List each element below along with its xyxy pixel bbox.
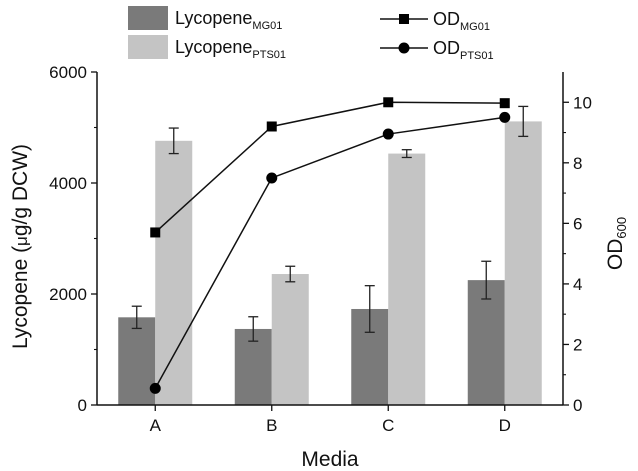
y2-tick-label: 0 (573, 396, 582, 415)
legend-label-od-pts01: ODPTS01 (433, 38, 494, 62)
legend-label-od-mg01: ODMG01 (433, 9, 490, 33)
y2-tick-label: 10 (573, 93, 592, 112)
point-mg01-d (499, 98, 510, 109)
point-pts01-b (266, 172, 278, 184)
bar-layer (118, 121, 542, 406)
y-axis-title: Lycopene (μg/g DCW) (9, 144, 32, 349)
bar-pts01-b (271, 274, 309, 405)
y-tick-label: 6000 (49, 63, 87, 82)
point-mg01-a (150, 227, 161, 238)
error-bar-layer (131, 105, 529, 342)
line-layer (149, 97, 511, 394)
y-tick-label: 2000 (49, 285, 87, 304)
point-pts01-c (382, 128, 394, 140)
x-tick-label: D (499, 416, 511, 435)
axes-layer: 0 2000 4000 6000 0 2 4 6 8 10 A B C D Media Lycopene (μ… (9, 63, 629, 471)
legend: LycopeneMG01 LycopenePTS01 ODMG01 ODPTS01 (128, 6, 494, 62)
legend-marker-square (399, 14, 409, 24)
point-mg01-b (266, 121, 277, 132)
legend-swatch-pts01 (128, 35, 168, 59)
bar-pts01-a (155, 140, 193, 405)
x-axis-title: Media (301, 448, 359, 471)
line-od-pts01 (154, 116, 505, 389)
y2-axis-title: OD600 (604, 217, 629, 270)
point-pts01-d (499, 111, 511, 123)
y2-tick-label: 6 (573, 214, 582, 233)
line-od-mg01 (154, 101, 505, 234)
legend-marker-circle (398, 42, 410, 54)
bar-pts01-d (504, 121, 542, 406)
legend-swatch-mg01 (128, 6, 168, 30)
y2-tick-label: 4 (573, 275, 582, 294)
y2-tick-label: 8 (573, 154, 582, 173)
legend-label-lycopene-pts01: LycopenePTS01 (175, 37, 286, 61)
x-tick-label: C (382, 416, 394, 435)
legend-label-lycopene-mg01: LycopeneMG01 (175, 8, 282, 32)
point-pts01-a (149, 382, 161, 394)
y-tick-label: 4000 (49, 174, 87, 193)
x-tick-label: B (266, 416, 277, 435)
bar-mg01-d (467, 280, 505, 405)
bar-mg01-a (118, 317, 156, 405)
x-tick-label: A (150, 416, 162, 435)
y-tick-label: 0 (78, 396, 87, 415)
point-mg01-c (383, 97, 394, 108)
bar-pts01-c (388, 153, 426, 405)
y2-tick-label: 2 (573, 335, 582, 354)
